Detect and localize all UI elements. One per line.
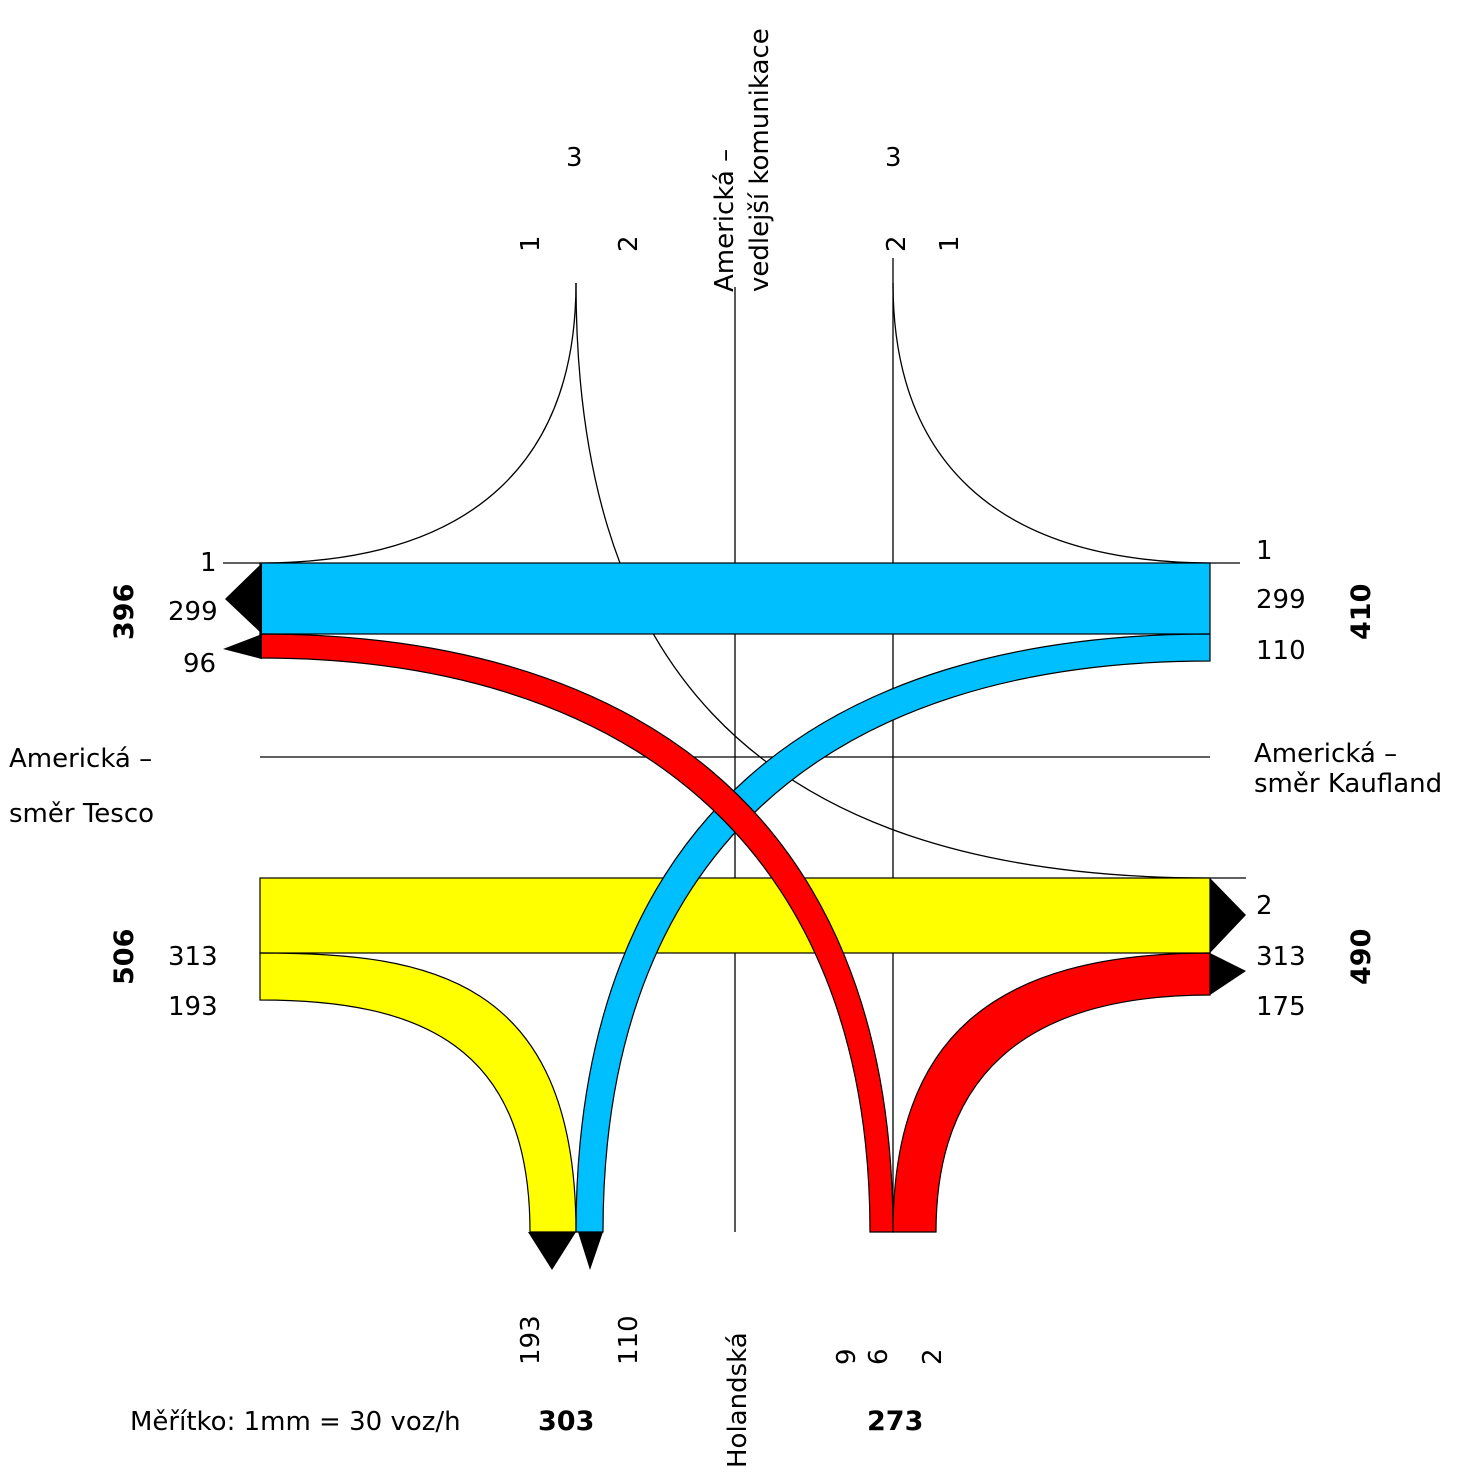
east-road-label-line1: Americká –: [1254, 739, 1397, 769]
north-road-label-line1: Americká –: [710, 149, 740, 292]
south-left-total: 303: [538, 1406, 594, 1437]
flow-red-turn-west: [259, 633, 894, 1233]
north-left-lane-2: 2: [614, 235, 644, 252]
east-upper-total: 410: [1346, 584, 1377, 640]
arrow-east-lower: [1210, 878, 1246, 953]
north-left-lane-1: 1: [516, 235, 546, 252]
flow-blue-straight: [259, 562, 1211, 635]
west-lower-turn-value: 193: [168, 992, 218, 1022]
flow-line-north-right-to-east: [892, 282, 1211, 564]
north-left-lane-3: 3: [566, 143, 583, 173]
east-road-label-line2: směr Kaufland: [1254, 769, 1442, 799]
east-upper-turn-2-value: 110: [1256, 636, 1306, 666]
north-right-lane-3: 3: [885, 143, 902, 173]
east-upper-straight-value: 299: [1256, 585, 1306, 615]
flow-red-turn-east: [892, 952, 1211, 1233]
west-upper-left-turn-value: 1: [200, 548, 217, 578]
west-road-label-line1: Americká –: [9, 744, 152, 774]
east-upper-turn-1-value: 1: [1256, 536, 1273, 566]
east-lower-total: 490: [1346, 929, 1377, 985]
south-left-turn-a-value: 193: [516, 1315, 546, 1365]
south-right-b-value: 6: [864, 1348, 894, 1365]
north-right-lane-2: 2: [882, 235, 912, 252]
south-right-c-value: 2: [918, 1348, 948, 1365]
west-upper-straight-value: 299: [168, 597, 218, 627]
east-lower-straight-value: 313: [1256, 942, 1306, 972]
arrow-west-upper: [225, 563, 262, 634]
west-upper-total: 396: [109, 584, 140, 640]
west-lower-straight-value: 313: [168, 942, 218, 972]
arrow-south-yellow: [528, 1232, 576, 1270]
south-right-a-value: 9: [832, 1348, 862, 1365]
south-road-label: Holandská: [723, 1332, 753, 1468]
west-lower-total: 506: [109, 929, 140, 985]
east-lower-turn-2-value: 2: [1256, 891, 1273, 921]
arrow-west-right-turn: [223, 634, 262, 659]
north-right-lane-1: 1: [935, 235, 965, 252]
west-upper-right-turn-value: 96: [183, 649, 216, 679]
south-right-total: 273: [867, 1406, 923, 1437]
flow-yellow-straight: [259, 877, 1211, 954]
west-road-label-line2: směr Tesco: [9, 799, 154, 829]
east-lower-turn-value: 175: [1256, 992, 1306, 1022]
north-road-label-line2: vedlejší komunikace: [745, 28, 775, 292]
scale-label: Měřítko: 1mm = 30 voz/h: [130, 1407, 461, 1437]
flow-line-north-left-to-east: [575, 282, 1211, 879]
flow-yellow-turn: [259, 952, 577, 1233]
south-left-turn-b-value: 110: [614, 1315, 644, 1365]
arrow-east-turn: [1210, 953, 1246, 995]
flow-line-north-left-to-west: [261, 282, 577, 564]
north-road-label: Americká – vedlejší komunikace: [710, 28, 775, 292]
arrow-south-blue: [578, 1232, 603, 1270]
